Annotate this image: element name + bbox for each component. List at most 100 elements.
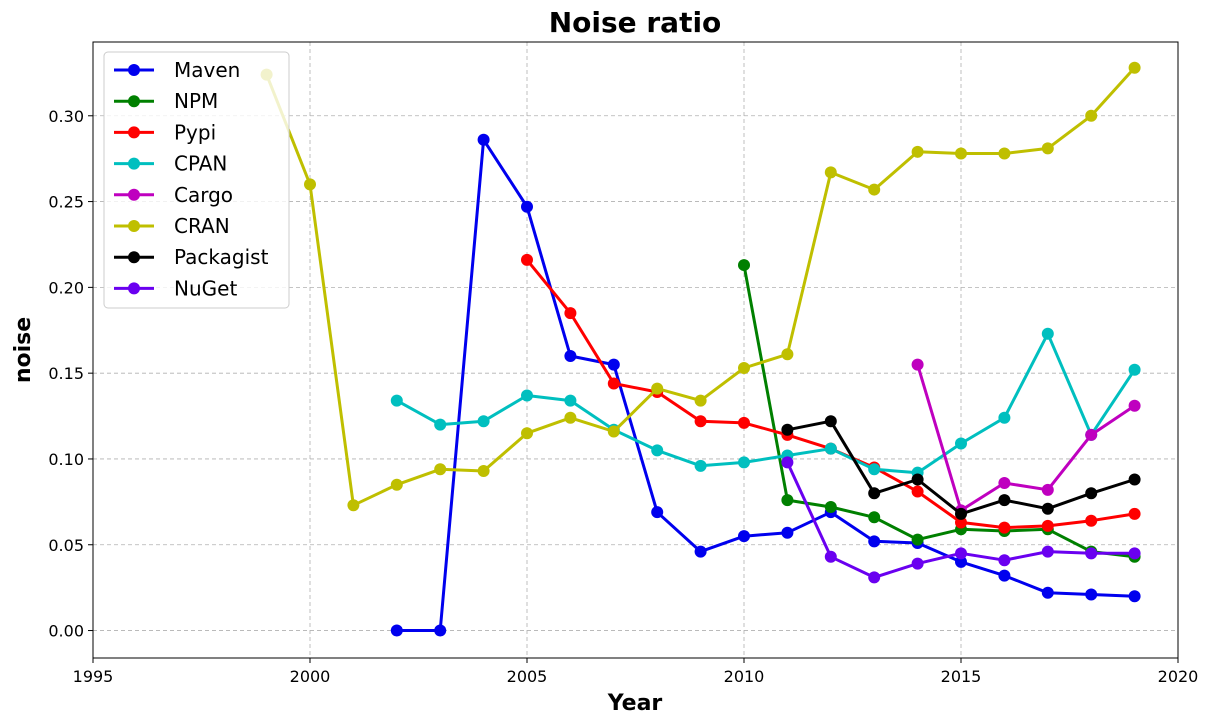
y-axis-label: noise [11,317,36,383]
data-point [694,459,707,472]
legend-swatch-marker [128,64,140,76]
data-point [738,259,750,272]
data-point [824,442,837,455]
data-point [1128,590,1141,603]
data-point [868,535,881,548]
plot-frame [92,41,1179,659]
data-point [868,487,881,500]
x-tick-label: 2000 [290,667,331,686]
data-point [1041,545,1054,558]
series-cran [260,61,1141,512]
series-packagist [781,415,1141,520]
data-point [304,178,316,191]
data-point [477,464,490,477]
legend-item-cpan: CPAN [114,152,227,176]
data-point [738,362,750,375]
y-tick-label: 0.15 [48,364,84,383]
legend: Maven NPM Pypi CPAN Cargo CRAN Packagist NuGet [103,51,290,309]
series-line [742,264,1135,559]
legend-box [103,51,290,309]
series-maven [390,133,1141,637]
data-point [738,416,750,429]
data-point [521,427,533,440]
legend-item-cargo: Cargo [114,183,233,207]
x-tick-label: 1995 [73,667,114,686]
data-point [998,476,1011,489]
series-line [396,332,1136,475]
data-point [477,133,490,146]
data-point [1085,514,1098,527]
data-point [1085,428,1098,441]
data-point [955,437,967,450]
data-point [911,145,924,158]
series-line [916,364,1136,512]
data-point [868,183,881,196]
data-point [651,444,664,457]
legend-item-packagist: Packagist [114,245,269,269]
series-nuget [781,456,1141,584]
x-tick-label: 2015 [941,667,982,686]
legend-swatch-marker [128,95,140,108]
legend-item-maven: Maven [114,58,240,82]
data-point [824,166,837,179]
data-point [564,307,577,320]
data-point [868,511,881,524]
x-tick-label: 2005 [507,667,548,686]
plot-area [260,61,1141,637]
data-point [1085,588,1098,601]
data-point [1041,586,1054,599]
data-point [1128,507,1141,520]
data-point [868,571,881,584]
legend-label: CPAN [174,152,227,176]
data-point [521,389,533,402]
legend-swatch-marker [128,282,140,295]
data-point [998,569,1011,582]
x-axis: 1995 2000 2005 2010 2015 2020 [73,658,1199,686]
data-point [824,501,837,514]
data-point [347,499,360,512]
data-point [390,624,403,637]
data-point [911,485,924,498]
data-point [1128,61,1141,74]
data-point [824,415,837,428]
data-point [1085,109,1098,122]
data-point [781,494,794,507]
x-tick-label: 2020 [1158,667,1199,686]
legend-label: NPM [174,89,218,113]
legend-label: Packagist [174,245,269,269]
data-point [1041,142,1054,155]
y-tick-label: 0.10 [48,450,84,469]
data-point [1041,327,1054,340]
data-point [477,415,490,428]
y-tick-label: 0.30 [48,107,84,126]
data-point [1085,547,1098,560]
data-point [781,526,794,539]
data-point [607,377,620,390]
data-point [1041,519,1054,532]
data-point [781,348,794,361]
data-point [564,394,577,407]
data-point [911,533,924,546]
data-point [911,557,924,570]
data-point [1128,547,1141,560]
legend-label: NuGet [174,276,237,300]
legend-swatch-marker [128,157,140,170]
data-point [521,200,533,213]
legend-swatch-marker [128,126,140,139]
data-point [911,358,924,371]
data-point [521,253,533,266]
series-cargo [911,358,1141,517]
data-point [998,147,1011,160]
data-point [868,463,881,476]
legend-item-pypi: Pypi [114,120,216,144]
data-point [824,550,837,563]
data-point [1085,487,1098,500]
data-point [955,547,967,560]
data-point [694,415,707,428]
data-point [911,473,924,486]
legend-item-cran: CRAN [114,214,230,238]
series-line [265,66,1136,507]
data-point [781,423,794,436]
data-point [564,350,577,363]
